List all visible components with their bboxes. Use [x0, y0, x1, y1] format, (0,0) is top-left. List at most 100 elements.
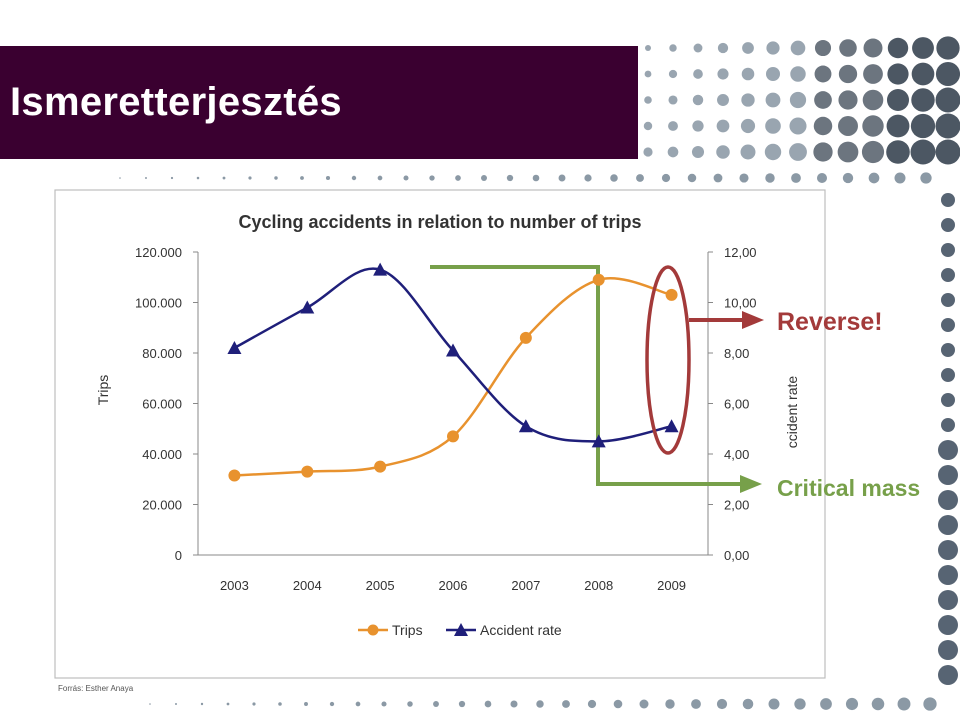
decorative-dot — [403, 175, 409, 181]
legend-label: Accident rate — [480, 622, 562, 638]
decorative-dot — [941, 393, 955, 407]
decorative-dot — [941, 368, 955, 382]
decorative-dot — [645, 45, 651, 51]
decorative-dot — [562, 700, 570, 708]
decorative-dot — [941, 418, 955, 432]
decorative-dot — [766, 41, 780, 55]
decorative-dot — [739, 173, 749, 183]
decorative-dot — [938, 540, 958, 560]
decorative-dot — [691, 145, 705, 159]
decorative-dot — [693, 43, 703, 53]
decorative-dot — [741, 67, 755, 81]
decorative-dot — [941, 318, 955, 332]
decorative-dot — [938, 665, 958, 685]
decorative-dot — [941, 193, 955, 207]
decorative-dot — [145, 177, 147, 179]
decorative-dot — [429, 175, 435, 181]
data-point — [227, 340, 242, 354]
data-point — [665, 288, 678, 301]
right-tick-label: 12,00 — [724, 245, 757, 260]
decorative-dot — [887, 37, 909, 59]
y-axis-label: Trips — [95, 375, 111, 406]
decorative-dot — [936, 36, 960, 60]
decorative-dot — [794, 698, 806, 710]
decorative-dot — [644, 96, 652, 104]
decorative-dot — [668, 69, 678, 79]
decorative-dot — [481, 175, 487, 181]
decorative-dot — [643, 147, 653, 157]
decorative-dot — [790, 66, 806, 82]
decorative-dot — [226, 702, 230, 706]
decorative-dot — [790, 40, 806, 56]
decorative-dot — [789, 143, 807, 161]
series-layer — [227, 262, 679, 482]
decorative-dot — [584, 174, 592, 182]
decorative-dot — [768, 698, 780, 710]
source-note: Forrás: Esther Anaya — [58, 684, 134, 693]
decorative-dot — [587, 699, 597, 709]
decorative-dot — [532, 174, 540, 182]
data-point — [592, 273, 605, 286]
left-tick-label: 120.000 — [135, 245, 182, 260]
decorative-dot — [923, 697, 937, 711]
decorative-dot — [820, 698, 832, 710]
decorative-dot — [669, 44, 677, 52]
decorative-dot — [765, 118, 781, 134]
right-tick-label: 8,00 — [724, 346, 749, 361]
decorative-dot — [791, 173, 801, 183]
decorative-dot — [813, 116, 833, 136]
x-tick-label: 2008 — [584, 578, 613, 593]
decorative-dot — [941, 293, 955, 307]
data-point — [446, 343, 460, 357]
decorative-dot — [938, 640, 958, 660]
legend-marker — [454, 623, 468, 636]
decorative-dot — [510, 700, 518, 708]
reverse-annotation — [645, 265, 764, 455]
decorative-dot — [377, 175, 383, 181]
decorative-dot — [196, 176, 200, 180]
x-tick-label: 2009 — [657, 578, 686, 593]
decorative-dot — [816, 172, 828, 184]
reverse-label: Reverse! — [777, 308, 883, 336]
decorative-dot — [170, 176, 174, 180]
decorative-dot — [765, 173, 775, 183]
decorative-dot — [868, 172, 880, 184]
slide-title: Ismeretterjesztés — [10, 80, 342, 124]
decorative-dot — [938, 440, 958, 460]
reverse-arrowhead — [742, 311, 764, 329]
decorative-dot — [941, 343, 955, 357]
decorative-dot — [741, 93, 755, 107]
decorative-dot — [912, 37, 934, 59]
chart-title: Cycling accidents in relation to number … — [238, 212, 641, 232]
legend-item: Trips — [358, 622, 423, 638]
decorative-dot — [742, 698, 754, 710]
decorative-dot — [941, 268, 955, 282]
decorative-dot — [636, 174, 644, 182]
series-trips — [228, 273, 678, 482]
data-point — [228, 469, 241, 482]
legend: Trips Accident rate — [358, 622, 562, 638]
data-point — [373, 262, 388, 276]
decorative-dot — [381, 701, 387, 707]
decorative-dot — [717, 68, 729, 80]
title-bar — [0, 46, 638, 159]
decorative-dot — [814, 65, 832, 83]
x-tick-label: 2006 — [439, 578, 468, 593]
decorative-dot — [789, 117, 807, 135]
decorative-dot — [814, 39, 832, 57]
decorative-dot — [667, 146, 679, 158]
legend-marker — [367, 624, 379, 636]
left-tick-label: 0 — [175, 548, 182, 563]
decorative-dot — [941, 218, 955, 232]
decorative-dot — [692, 94, 704, 106]
decorative-dot — [407, 701, 413, 707]
decorative-dot — [871, 697, 885, 711]
decorative-dot — [661, 173, 671, 183]
decorative-dot — [886, 140, 910, 164]
decorative-dot — [149, 703, 151, 705]
decorative-dot — [887, 63, 909, 85]
decorative-dot — [716, 145, 730, 159]
decorative-dot — [329, 701, 335, 707]
critical-mass-label: Critical mass — [777, 475, 920, 501]
